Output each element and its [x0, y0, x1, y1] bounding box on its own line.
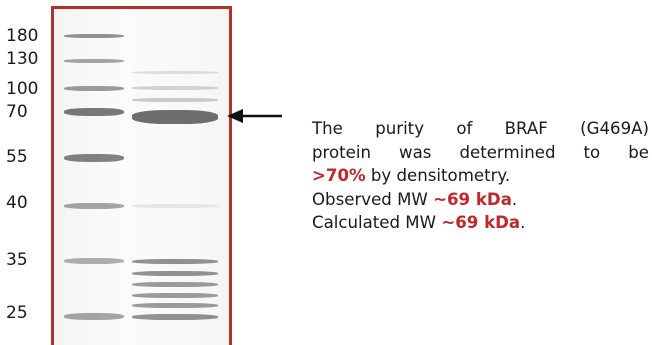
- description-word: purity: [375, 119, 425, 138]
- calculated-mw-label: Calculated MW: [312, 213, 442, 232]
- observed-mw-line: Observed MW ~69 kDa.: [312, 188, 649, 212]
- description-word: be: [628, 142, 649, 162]
- sample-lane: [132, 9, 218, 345]
- sample-band-lower-3: [132, 282, 218, 287]
- description-word: determined: [459, 142, 556, 162]
- sample-band-lower-1: [132, 259, 218, 264]
- sample-band-faint-2: [132, 86, 218, 90]
- mw-label-55: 55: [6, 147, 28, 167]
- mw-label-100: 100: [6, 79, 39, 99]
- mw-label-25: 25: [6, 303, 28, 323]
- description-word: BRAF: [504, 119, 548, 138]
- description-word: was: [399, 142, 432, 162]
- marker-band-70: [64, 108, 124, 116]
- observed-mw-suffix: .: [511, 189, 518, 209]
- description-word: protein: [312, 142, 371, 162]
- observed-mw-label: Observed MW: [312, 189, 434, 209]
- mw-label-130: 130: [6, 49, 39, 69]
- marker-band-130: [64, 59, 124, 63]
- description-word: of: [456, 119, 473, 138]
- sds-page-gel: [51, 6, 232, 345]
- purity-value: >70%: [312, 166, 366, 185]
- description-word: The: [312, 119, 343, 138]
- calculated-mw-line: Calculated MW ~69 kDa.: [312, 211, 649, 235]
- description-line-1: The purity of BRAF (G469A): [312, 117, 649, 141]
- sample-band-main: [132, 110, 218, 124]
- mw-label-40: 40: [6, 193, 28, 213]
- sample-band-lower-5: [132, 303, 218, 308]
- marker-band-40: [64, 203, 124, 209]
- marker-lane: [64, 9, 124, 345]
- marker-band-55: [64, 154, 124, 162]
- observed-mw-value: ~69 kDa: [433, 189, 512, 209]
- calculated-mw-suffix: .: [520, 213, 526, 232]
- marker-band-25: [64, 313, 124, 320]
- description-word: to: [583, 142, 601, 162]
- description-line-2: protein was determined to be: [312, 141, 649, 165]
- purity-description: The purity of BRAF (G469A) protein was d…: [312, 117, 649, 235]
- marker-band-180: [64, 34, 124, 38]
- densitometry-text: by densitometry.: [365, 166, 511, 185]
- marker-band-100: [64, 86, 124, 91]
- sample-band-lower-4: [132, 293, 218, 298]
- sample-band-lower-6: [132, 314, 218, 320]
- sample-band-faint-top: [132, 71, 218, 74]
- calculated-mw-value: ~69 kDa: [441, 213, 521, 232]
- description-line-3: >70% by densitometry.: [312, 164, 649, 188]
- mw-label-70: 70: [6, 102, 28, 122]
- mw-label-35: 35: [6, 250, 28, 270]
- sample-band-lower-2: [132, 271, 218, 276]
- marker-band-35: [64, 258, 124, 264]
- left-arrow-icon: [227, 109, 282, 123]
- description-word: (G469A): [580, 119, 649, 138]
- mw-label-180: 180: [6, 26, 39, 46]
- sample-band-faint-3: [132, 98, 218, 102]
- sample-band-faint-4: [132, 204, 218, 208]
